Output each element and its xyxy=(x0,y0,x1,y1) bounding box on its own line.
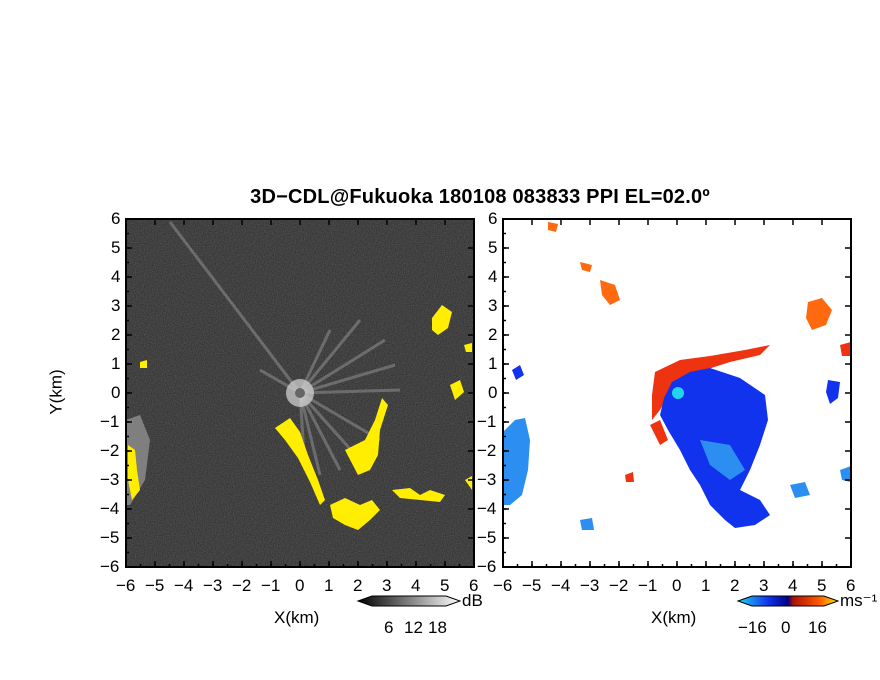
x-tick-label: 0 xyxy=(672,576,682,595)
x-tick-label: −2 xyxy=(232,576,252,595)
x-tick-label: 3 xyxy=(382,576,392,595)
yellow-echoes xyxy=(128,305,472,530)
intensity-colorbar-tick: 6 xyxy=(384,618,394,637)
y-tick-label: 5 xyxy=(111,238,121,257)
y-tick-label: −2 xyxy=(477,441,497,460)
x-tick-label: 1 xyxy=(324,576,334,595)
x-tick-label: −1 xyxy=(261,576,281,595)
x-axis-label: X(km) xyxy=(274,608,320,627)
x-tick-label: 3 xyxy=(759,576,769,595)
x-tick-label: −2 xyxy=(609,576,629,595)
y-tick-label: −4 xyxy=(100,499,120,518)
x-tick-label: 2 xyxy=(353,576,363,595)
velocity-colorbar-tick: −16 xyxy=(738,618,767,637)
y-tick-label: 1 xyxy=(111,354,121,373)
velocity-colorbar-tick: 0 xyxy=(781,618,791,637)
x-tick-label: −3 xyxy=(203,576,223,595)
y-tick-label: 6 xyxy=(111,209,121,228)
velocity-colorbar-tick: 16 xyxy=(808,618,827,637)
y-tick-label: −6 xyxy=(477,557,497,576)
y-tick-label: −1 xyxy=(477,412,497,431)
y-tick-label: 4 xyxy=(488,267,498,286)
x-tick-label: 4 xyxy=(788,576,798,595)
y-tick-label: −5 xyxy=(100,528,120,547)
x-tick-label: 6 xyxy=(469,576,479,595)
x-tick-label: −5 xyxy=(145,576,165,595)
y-tick-label: −5 xyxy=(477,528,497,547)
y-tick-label: 2 xyxy=(111,325,121,344)
x-tick-label: 5 xyxy=(440,576,450,595)
x-tick-label: −4 xyxy=(174,576,194,595)
intensity-colorbar-tick: 18 xyxy=(428,618,447,637)
intensity-echoes xyxy=(126,221,472,530)
x-tick-label: −6 xyxy=(116,576,136,595)
x-tick-label: 6 xyxy=(846,576,856,595)
radar-site-marker xyxy=(672,387,684,399)
intensity-colorbar xyxy=(356,595,462,607)
y-tick-label: 6 xyxy=(488,209,498,228)
x-tick-label: 2 xyxy=(730,576,740,595)
y-tick-label: −1 xyxy=(100,412,120,431)
y-tick-label: 3 xyxy=(488,296,498,315)
y-tick-label: −6 xyxy=(100,557,120,576)
x-tick-label: 4 xyxy=(411,576,421,595)
x-tick-label: −5 xyxy=(522,576,542,595)
axes xyxy=(125,218,852,568)
x-axis-label: X(km) xyxy=(651,608,697,627)
velocity-panel xyxy=(502,218,852,568)
y-axis-label: Y(km) xyxy=(46,369,66,415)
velocity-colorbar xyxy=(736,595,840,607)
chart-title: 3D−CDL@Fukuoka 180108 083833 PPI EL=02.0… xyxy=(250,186,710,208)
x-tick-label: −3 xyxy=(580,576,600,595)
radar-site-marker xyxy=(295,388,305,398)
x-tick-label: −4 xyxy=(551,576,571,595)
intensity-colorbar-tick: 12 xyxy=(404,618,423,637)
x-tick-label: 1 xyxy=(701,576,711,595)
y-tick-label: −2 xyxy=(100,441,120,460)
y-tick-label: −3 xyxy=(100,470,120,489)
intensity-colorbar-unit: dB xyxy=(462,591,483,610)
y-tick-label: 5 xyxy=(488,238,498,257)
y-tick-label: 1 xyxy=(488,354,498,373)
x-tick-label: 5 xyxy=(817,576,827,595)
y-tick-label: −3 xyxy=(477,470,497,489)
velocity-colorbar-unit: ms⁻¹ xyxy=(840,591,878,610)
y-tick-label: 3 xyxy=(111,296,121,315)
y-tick-label: 4 xyxy=(111,267,121,286)
y-tick-label: −4 xyxy=(477,499,497,518)
y-tick-label: 0 xyxy=(111,383,121,402)
x-tick-label: 0 xyxy=(295,576,305,595)
velocity-echoes xyxy=(503,222,851,530)
x-tick-label: −1 xyxy=(638,576,658,595)
y-tick-label: 0 xyxy=(488,383,498,402)
x-tick-label: −6 xyxy=(493,576,513,595)
y-tick-label: 2 xyxy=(488,325,498,344)
intensity-panel xyxy=(125,218,475,568)
west-velocity-patch xyxy=(503,418,530,505)
receding-echo xyxy=(652,345,770,420)
